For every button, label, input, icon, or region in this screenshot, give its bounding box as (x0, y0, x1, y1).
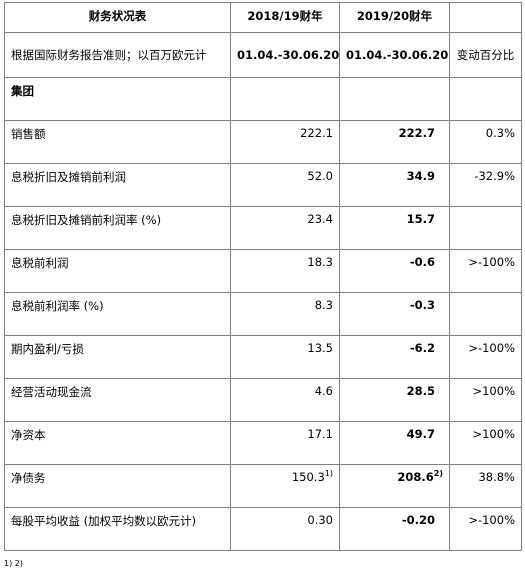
empty-cell (339, 77, 450, 121)
value-current-number: 34.9 (406, 169, 435, 183)
value-prior: 23.4 (230, 206, 340, 250)
value-prior-number: 18.3 (307, 255, 333, 269)
value-prior-number: 52.0 (307, 169, 333, 183)
section-label: 集团 (4, 77, 231, 121)
row-label: 息税前利润 (4, 249, 231, 293)
value-current: -0.3 (339, 292, 450, 336)
value-current-number: 28.5 (406, 384, 435, 398)
row-label: 每股平均收益 (加权平均数以欧元计) (4, 507, 231, 551)
value-prior-number: 8.3 (314, 298, 333, 312)
value-change (449, 206, 522, 250)
table-row: 净债务 150.31) 208.62) 38.8% (4, 464, 522, 508)
fiscal-year-prior: 2018/19财年 (230, 2, 340, 33)
table-title: 财务状况表 (4, 2, 231, 33)
row-label: 经营活动现金流 (4, 378, 231, 422)
row-label: 期内盈利/亏损 (4, 335, 231, 379)
value-current: -6.2 (339, 335, 450, 379)
value-change: -32.9% (449, 163, 522, 207)
value-current-number: 15.7 (406, 212, 435, 226)
value-change (449, 292, 522, 336)
value-prior-number: 222.1 (300, 126, 333, 140)
value-prior-number: 0.30 (307, 513, 333, 527)
value-change: 38.8% (449, 464, 522, 508)
value-change: >-100% (449, 335, 522, 379)
empty-cell (449, 77, 522, 121)
table-row: 经营活动现金流 4.6 28.5 >100% (4, 378, 522, 422)
value-change: >100% (449, 378, 522, 422)
value-prior: 13.5 (230, 335, 340, 379)
value-prior: 18.3 (230, 249, 340, 293)
fiscal-year-current: 2019/20财年 (339, 2, 450, 33)
value-prior: 4.6 (230, 378, 340, 422)
value-current-number: -0.3 (409, 298, 435, 312)
row-label: 净债务 (4, 464, 231, 508)
value-current-number: -0.20 (401, 513, 435, 527)
value-current: -0.6 (339, 249, 450, 293)
value-current: 28.5 (339, 378, 450, 422)
table-row: 息税折旧及摊销前利润 52.0 34.9 -32.9% (4, 163, 522, 207)
table-row: 期内盈利/亏损 13.5 -6.2 >-100% (4, 335, 522, 379)
row-label: 息税折旧及摊销前利润 (4, 163, 231, 207)
table-row: 息税折旧及摊销前利润率 (%) 23.4 15.7 (4, 206, 522, 250)
value-prior: 150.31) (230, 464, 340, 508)
value-current: 222.7 (339, 120, 450, 164)
row-label: 净资本 (4, 421, 231, 465)
value-prior-number: 150.3 (291, 470, 325, 484)
period-current: 01.04.-30.06.2019 (339, 32, 450, 78)
value-current-number: -6.2 (409, 341, 435, 355)
value-current: 208.62) (339, 464, 450, 508)
row-label: 销售额 (4, 120, 231, 164)
table-subtitle: 根据国际财务报告准则；以百万欧元计 (4, 32, 231, 78)
value-prior-number: 17.1 (307, 427, 333, 441)
value-current-number: 222.7 (398, 126, 435, 140)
table-row: 息税前利润 18.3 -0.6 >-100% (4, 249, 522, 293)
value-prior: 8.3 (230, 292, 340, 336)
financial-statement-table: 财务状况表 2018/19财年 2019/20财年 根据国际财务报告准则；以百万… (4, 2, 522, 551)
value-current-number: -0.6 (409, 255, 435, 269)
value-prior: 0.30 (230, 507, 340, 551)
footnote-ref: 2) (433, 469, 443, 479)
period-prior: 01.04.-30.06.2018 (230, 32, 340, 78)
value-prior: 222.1 (230, 120, 340, 164)
value-change: 0.3% (449, 120, 522, 164)
row-label: 息税折旧及摊销前利润率 (%) (4, 206, 231, 250)
change-header: 变动百分比 (449, 32, 522, 78)
table-row: 销售额 222.1 222.7 0.3% (4, 120, 522, 164)
value-prior: 52.0 (230, 163, 340, 207)
table-row: 净资本 17.1 49.7 >100% (4, 421, 522, 465)
footnote-ref: 1) (324, 469, 333, 479)
value-change: >100% (449, 421, 522, 465)
table-row: 每股平均收益 (加权平均数以欧元计) 0.30 -0.20 >-100% (4, 507, 522, 551)
value-prior-number: 23.4 (307, 212, 333, 226)
value-change: >-100% (449, 507, 522, 551)
header-row-fiscal-years: 财务状况表 2018/19财年 2019/20财年 (4, 2, 522, 33)
value-current: 15.7 (339, 206, 450, 250)
table-row: 息税前利润率 (%) 8.3 -0.3 (4, 292, 522, 336)
value-change: >-100% (449, 249, 522, 293)
value-prior: 17.1 (230, 421, 340, 465)
value-prior-number: 13.5 (307, 341, 333, 355)
section-row: 集团 (4, 77, 522, 121)
value-current: -0.20 (339, 507, 450, 551)
row-label: 息税前利润率 (%) (4, 292, 231, 336)
value-prior-number: 4.6 (314, 384, 333, 398)
header-empty-cell (449, 2, 522, 33)
value-current-number: 208.6 (397, 470, 434, 484)
value-current: 34.9 (339, 163, 450, 207)
data-rows: 销售额 222.1 222.7 0.3% 息税折旧及摊销前利润 52.0 34.9 -32.9… (4, 120, 522, 551)
empty-cell (230, 77, 340, 121)
value-current-number: 49.7 (406, 427, 435, 441)
value-current: 49.7 (339, 421, 450, 465)
header-row-periods: 根据国际财务报告准则；以百万欧元计 01.04.-30.06.2018 01.0… (4, 32, 522, 78)
